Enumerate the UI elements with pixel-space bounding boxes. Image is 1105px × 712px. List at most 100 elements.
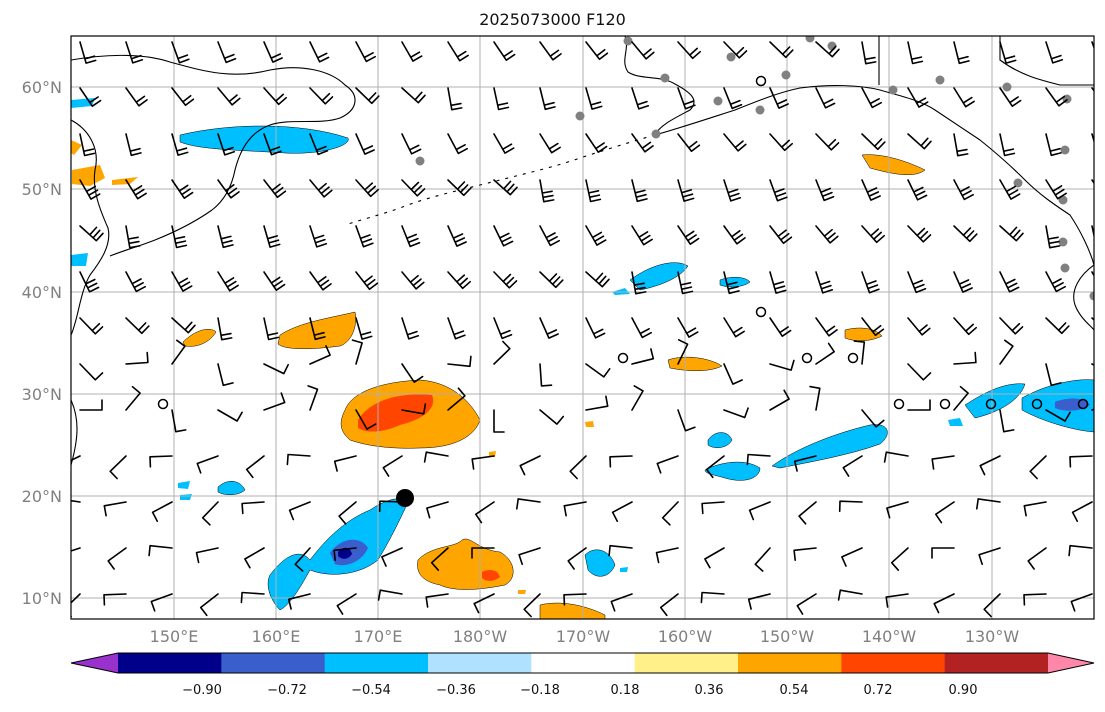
wind-barb (171, 409, 187, 433)
lat-label: 50°N (22, 180, 62, 199)
wind-barb (475, 501, 495, 524)
wind-barb (976, 498, 1001, 510)
storm-center-marker (396, 489, 414, 507)
wind-barb (841, 547, 863, 567)
wind-barb (401, 179, 426, 197)
wind-barb (1045, 179, 1067, 200)
wind-barb (769, 271, 787, 294)
wind-barb (701, 501, 725, 515)
wind-barb (519, 455, 541, 476)
lat-label: 30°N (22, 385, 62, 404)
wind-barb (837, 589, 863, 601)
wind-barb (935, 501, 955, 524)
wind-barb (125, 385, 141, 411)
wind-barb (447, 87, 463, 111)
wind-barb (677, 179, 695, 202)
wind-barb (585, 395, 609, 411)
wind-barb (307, 385, 319, 411)
wind-barb (907, 317, 931, 336)
wind-barb (953, 87, 975, 108)
wind-barb (447, 41, 469, 62)
wind-barb (631, 317, 652, 339)
shaded-anomaly-regions (71, 98, 1094, 619)
wind-barb (171, 179, 194, 199)
wind-barb (1027, 547, 1047, 570)
lon-label: 180°W (453, 627, 508, 646)
wind-barb (309, 87, 334, 105)
wind-barb (493, 271, 518, 289)
colorbar-segment (634, 653, 739, 673)
wind-barb (79, 317, 104, 335)
wind-barb (309, 271, 332, 291)
wind-barb (723, 407, 749, 419)
wind-barb (907, 87, 929, 108)
wind-barb (355, 87, 380, 105)
wind-barb (677, 317, 699, 338)
wind-barb (677, 133, 701, 153)
wind-barb (631, 271, 647, 295)
wind-barb (377, 589, 403, 601)
colorbar-tick-label: −0.18 (520, 683, 560, 698)
lat-label: 10°N (22, 589, 62, 608)
colorbar-tick-label: −0.36 (436, 683, 476, 698)
wind-barb (631, 133, 654, 153)
wind-barb (71, 455, 81, 462)
colorbar-tick-label: −0.90 (182, 683, 222, 698)
wind-barb (125, 225, 141, 249)
lon-label: 140°W (862, 627, 917, 646)
station-markers (415, 36, 1094, 301)
wind-barb (953, 271, 973, 293)
wind-barb (425, 593, 449, 608)
wind-barb (609, 455, 633, 468)
wind-barb (585, 317, 606, 339)
colorbar-tick-label: −0.72 (267, 683, 307, 698)
wind-barb (885, 593, 909, 608)
wind-barb (355, 409, 377, 430)
colorbar-segment (428, 653, 532, 673)
colorbar-segment (841, 653, 946, 673)
wind-barb (585, 179, 602, 203)
wind-barb (769, 225, 793, 245)
wind-barb (244, 547, 265, 569)
map-frame (70, 35, 1095, 620)
wind-barb (677, 87, 696, 110)
lon-label: 130°W (965, 627, 1020, 646)
wind-barb (769, 41, 794, 59)
calm-wind-markers (157, 75, 1089, 410)
wind-barb (473, 593, 495, 614)
wind-barb (1045, 271, 1066, 293)
wind-barb (931, 455, 955, 470)
wind-barb (79, 225, 104, 242)
wind-barb (401, 225, 421, 248)
wind-barb (447, 355, 472, 368)
wind-barb (861, 87, 882, 109)
wind-barb (217, 41, 237, 64)
wind-barb (241, 501, 265, 515)
wind-barb (907, 271, 927, 294)
wind-barb (196, 455, 219, 474)
wind-barb (953, 351, 977, 365)
wind-barb (263, 271, 286, 291)
wind-barb (79, 87, 102, 107)
wind-barb (907, 363, 932, 381)
wind-barb (631, 87, 650, 110)
wind-barb (890, 547, 909, 571)
wind-barb (1070, 593, 1093, 612)
wind-barb (953, 317, 977, 336)
wind-barb (71, 547, 81, 552)
wind-barb (1071, 501, 1093, 522)
wind-barb (704, 547, 725, 569)
wind-barb (430, 547, 449, 571)
wind-barb (150, 593, 173, 612)
wind-barb (107, 547, 127, 570)
wind-barb (953, 225, 978, 243)
wind-barb (815, 87, 836, 109)
wind-barb (309, 345, 331, 365)
wind-barb (171, 339, 186, 365)
wind-barb (125, 87, 148, 107)
lon-label: 170°W (556, 627, 611, 646)
wind-barb (754, 547, 771, 572)
wind-barb (631, 41, 655, 60)
map-title: 2025073000 F120 (479, 10, 626, 29)
wind-barb (217, 317, 233, 341)
